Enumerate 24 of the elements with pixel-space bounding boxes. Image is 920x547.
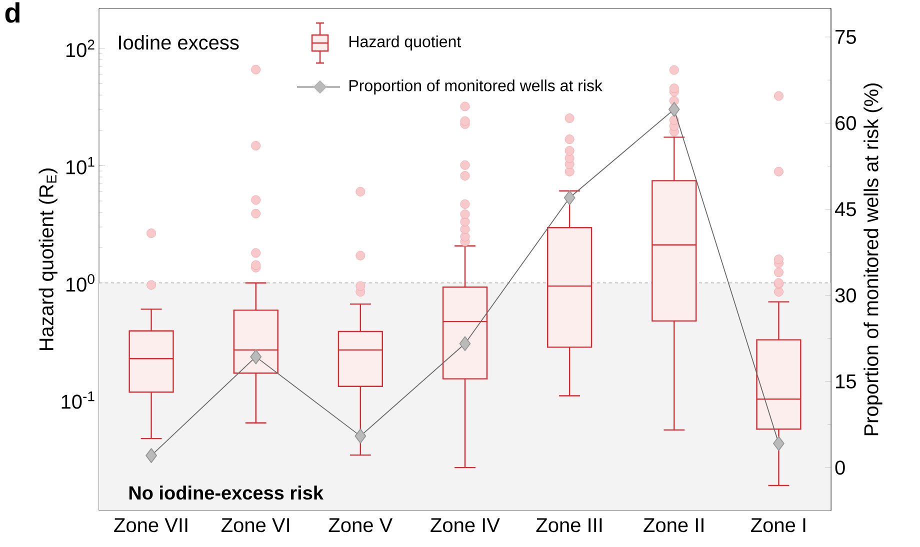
- x-tick-label: Zone VI: [221, 518, 290, 532]
- y2-tick-label: 75: [836, 30, 856, 44]
- y-tick-label: 10$^{-1}$: [62, 391, 94, 409]
- annotation: Iodine excess: [119, 34, 239, 50]
- y-axis-title: Hazard quotient (R$_{E}$): [38, 168, 58, 350]
- x-tick-label: Zone III: [536, 518, 602, 532]
- y2-tick-label: 0: [835, 460, 845, 475]
- x-tick-label: Zone VII: [114, 518, 188, 532]
- y-tick-label: 10$^{2}$: [66, 40, 94, 58]
- y2-tick-label: 30: [835, 288, 856, 302]
- y2-axis-title: Proportion of monitored wells at risk (%): [864, 84, 882, 436]
- y2-tick-label: 15: [836, 374, 856, 388]
- band-label: No iodine-excess risk: [129, 486, 324, 500]
- x-tick-label: Zone I: [750, 518, 806, 532]
- y2-tick-label: 45: [834, 202, 856, 216]
- text: d: [5, 2, 20, 23]
- x-tick-label: Zone II: [644, 518, 704, 532]
- x-tick-label: Zone V: [328, 518, 393, 532]
- y-tick-label: 10$^{1}$: [66, 156, 94, 174]
- legend-label: Hazard quotient: [350, 36, 462, 50]
- legend-label: Proportion of monitored wells at risk: [350, 80, 603, 94]
- x-tick-label: Zone IV: [430, 518, 500, 532]
- y2-tick-label: 60: [836, 116, 856, 130]
- y-tick-label: 10$^{0}$: [66, 274, 94, 292]
